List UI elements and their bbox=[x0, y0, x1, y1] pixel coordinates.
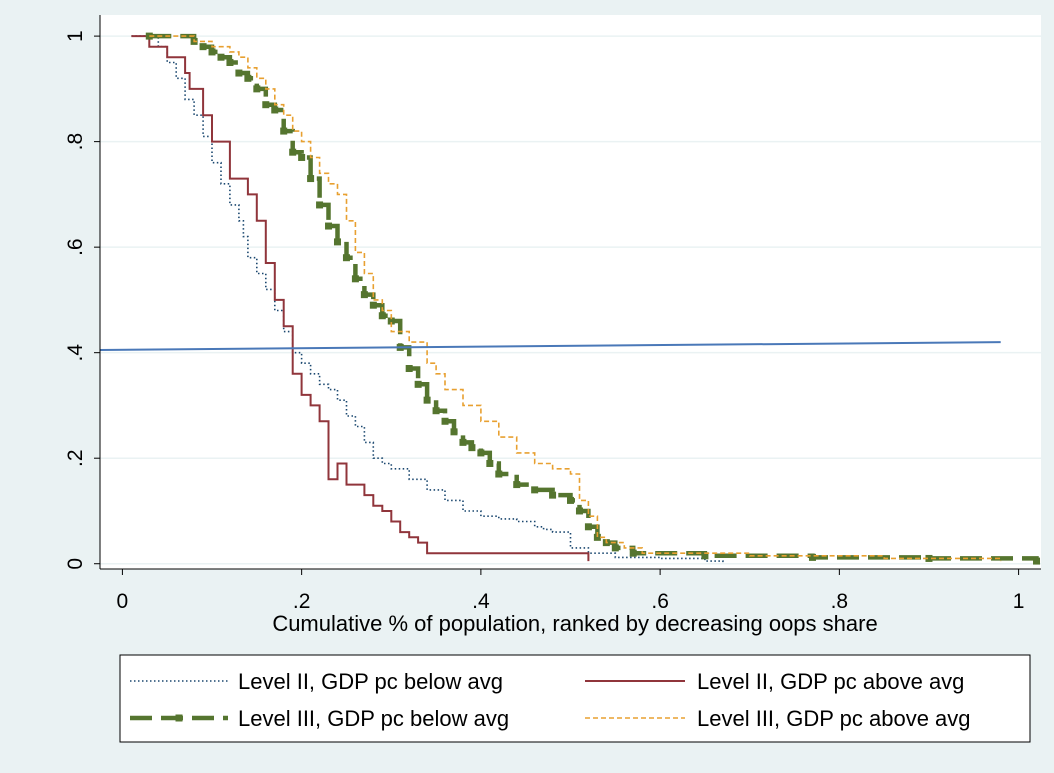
series-point-3 bbox=[226, 58, 234, 66]
x-tick-label: .2 bbox=[293, 590, 311, 613]
series-point-3 bbox=[513, 481, 521, 489]
series-point-3 bbox=[208, 48, 216, 56]
series-line-4 bbox=[149, 35, 1002, 562]
series-point-3 bbox=[531, 486, 539, 494]
series-point-3 bbox=[235, 69, 243, 77]
series-point-3 bbox=[808, 553, 816, 561]
legend-label-1: Level II, GDP pc below avg bbox=[238, 669, 503, 694]
series-line-2 bbox=[131, 35, 590, 562]
y-tick-label: 1 bbox=[64, 30, 87, 42]
x-tick-label: 1 bbox=[1013, 590, 1025, 613]
series-point-3 bbox=[369, 301, 377, 309]
series-point-3 bbox=[145, 32, 153, 40]
y-tick-label: .2 bbox=[64, 449, 87, 467]
series-point-3 bbox=[575, 507, 583, 515]
y-tick-label: .6 bbox=[64, 238, 87, 256]
x-tick-label: .8 bbox=[831, 590, 849, 613]
series-point-3 bbox=[549, 491, 557, 499]
series-point-3 bbox=[253, 85, 261, 93]
series-point-3 bbox=[271, 106, 279, 114]
series-point-3 bbox=[360, 291, 368, 299]
x-ticks: 0 .2 .4 .6 .8 1 bbox=[117, 569, 1025, 613]
y-tick-label: .8 bbox=[64, 133, 87, 151]
legend: Level II, GDP pc below avg Level II, GDP … bbox=[119, 654, 1031, 743]
series-point-3 bbox=[199, 43, 207, 51]
series-point-3 bbox=[387, 317, 395, 325]
series-point-3 bbox=[405, 365, 413, 373]
series-point-3 bbox=[459, 438, 467, 446]
series-point-3 bbox=[925, 554, 933, 562]
series-point-3 bbox=[477, 449, 485, 457]
series-point-3 bbox=[280, 127, 288, 135]
series-point-3 bbox=[611, 544, 619, 552]
series-point-3 bbox=[441, 417, 449, 425]
series-line-1 bbox=[131, 35, 724, 564]
series-point-3 bbox=[495, 470, 503, 478]
legend-marker-3 bbox=[175, 714, 183, 722]
series-point-3 bbox=[1033, 557, 1041, 565]
series-layer bbox=[99, 32, 1041, 565]
y-tick-label: .4 bbox=[64, 344, 87, 362]
y-ticks: 0 .2 .4 .6 .8 1 bbox=[64, 30, 100, 570]
series-point-3 bbox=[262, 101, 270, 109]
legend-label-4: Level III, GDP pc above avg bbox=[697, 706, 971, 731]
series-point-3 bbox=[325, 222, 333, 230]
series-point-3 bbox=[298, 153, 306, 161]
reference-line bbox=[99, 341, 1001, 351]
gridlines bbox=[100, 35, 1041, 565]
series-point-3 bbox=[701, 552, 709, 560]
plot-area bbox=[100, 15, 1041, 569]
series-point-3 bbox=[217, 53, 225, 61]
series-point-3 bbox=[584, 523, 592, 531]
x-tick-label: .6 bbox=[651, 590, 669, 613]
series-point-3 bbox=[593, 533, 601, 541]
series-point-3 bbox=[289, 148, 297, 156]
series-point-3 bbox=[567, 496, 574, 504]
series-point-3 bbox=[307, 175, 315, 183]
y-tick-label: 0 bbox=[64, 558, 87, 570]
x-tick-label: 0 bbox=[117, 590, 129, 613]
series-point-3 bbox=[486, 459, 494, 467]
series-point-3 bbox=[414, 380, 422, 388]
legend-box bbox=[119, 654, 1031, 743]
series-point-3 bbox=[423, 396, 431, 404]
x-axis-title: Cumulative % of population, ranked by de… bbox=[272, 611, 877, 636]
series-point-3 bbox=[450, 428, 458, 436]
series-point-3 bbox=[333, 238, 341, 246]
series-point-3 bbox=[244, 74, 252, 82]
series-point-3 bbox=[629, 549, 637, 557]
series-point-3 bbox=[342, 254, 350, 262]
series-point-3 bbox=[316, 201, 324, 209]
legend-label-3: Level III, GDP pc below avg bbox=[238, 706, 509, 731]
series-point-3 bbox=[468, 444, 476, 452]
x-tick-label: .4 bbox=[472, 590, 490, 613]
series-point-3 bbox=[351, 275, 359, 283]
legend-label-2: Level II, GDP pc above avg bbox=[697, 669, 964, 694]
series-point-3 bbox=[432, 407, 440, 415]
series-point-3 bbox=[378, 312, 386, 320]
